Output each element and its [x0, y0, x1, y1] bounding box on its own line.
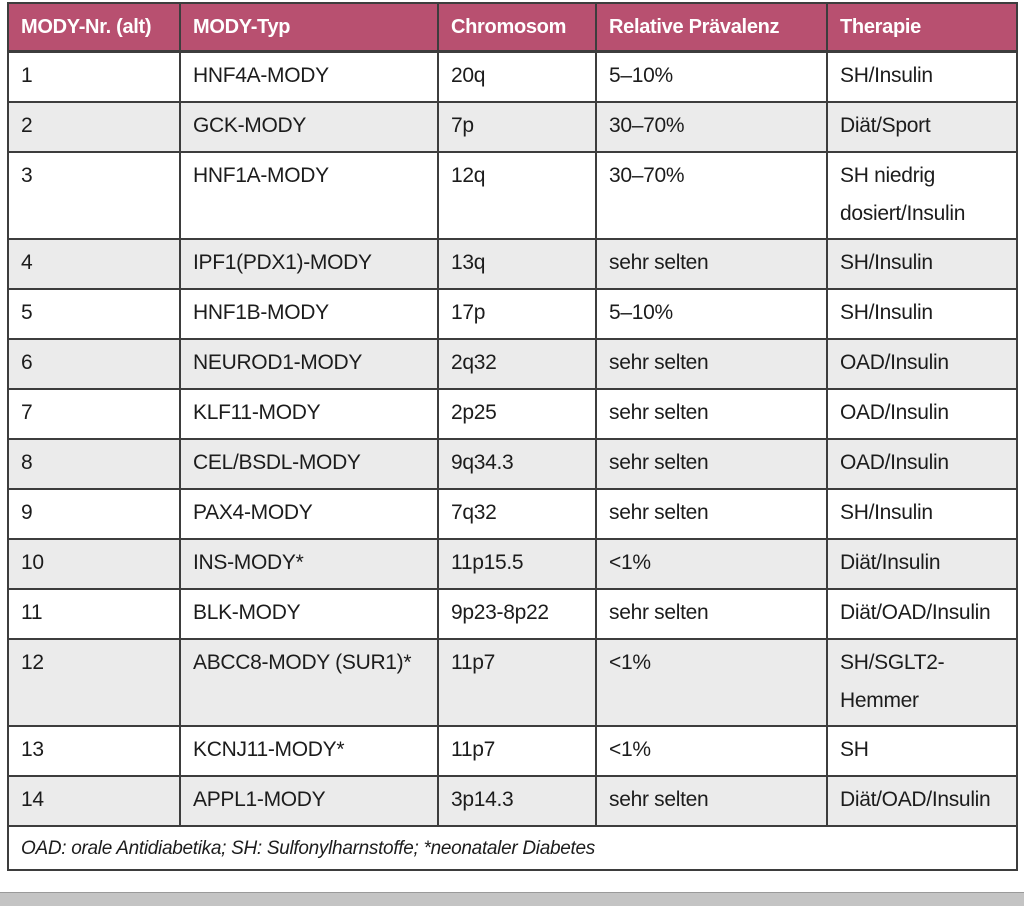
column-header-chromosom: Chromosom — [437, 2, 597, 53]
table-row: 4 IPF1(PDX1)-MODY 13q sehr selten SH/Insulin — [7, 237, 1018, 290]
cell-praevalenz: 30–70% — [595, 100, 828, 153]
cell-chromosom: 3p14.3 — [437, 774, 597, 827]
column-header-nr: MODY-Nr. (alt) — [7, 2, 181, 53]
table-row: 10 INS-MODY* 11p15.5 <1% Diät/Insulin — [7, 537, 1018, 590]
cell-nr: 8 — [7, 437, 181, 490]
cell-typ: PAX4-MODY — [179, 487, 439, 540]
cell-nr: 4 — [7, 237, 181, 290]
table-row: 6 NEUROD1-MODY 2q32 sehr selten OAD/Insulin — [7, 337, 1018, 390]
cell-praevalenz: sehr selten — [595, 437, 828, 490]
mody-table: MODY-Nr. (alt) MODY-Typ Chromosom Relative … — [7, 2, 1018, 871]
cell-therapie: SH/SGLT2- Hemmer — [826, 637, 1018, 727]
cell-therapie: SH/Insulin — [826, 50, 1018, 103]
cell-chromosom: 7q32 — [437, 487, 597, 540]
cell-typ: ABCC8-MODY (SUR1)* — [179, 637, 439, 727]
cell-praevalenz: 30–70% — [595, 150, 828, 240]
cell-typ: IPF1(PDX1)-MODY — [179, 237, 439, 290]
cell-praevalenz: 5–10% — [595, 50, 828, 103]
cell-typ: BLK-MODY — [179, 587, 439, 640]
table-row: 13 KCNJ11-MODY* 11p7 <1% SH — [7, 724, 1018, 777]
cell-nr: 1 — [7, 50, 181, 103]
cell-typ: APPL1-MODY — [179, 774, 439, 827]
cell-typ: KCNJ11-MODY* — [179, 724, 439, 777]
cell-chromosom: 11p7 — [437, 724, 597, 777]
cell-praevalenz: sehr selten — [595, 337, 828, 390]
cell-chromosom: 2p25 — [437, 387, 597, 440]
cell-typ: NEUROD1-MODY — [179, 337, 439, 390]
table-row: 8 CEL/BSDL-MODY 9q34.3 sehr selten OAD/Insul… — [7, 437, 1018, 490]
cell-therapie: Diät/OAD/Insulin — [826, 774, 1018, 827]
cell-therapie: OAD/Insulin — [826, 437, 1018, 490]
cell-typ: GCK-MODY — [179, 100, 439, 153]
footnote: OAD: orale Antidiabetika; SH: Sulfonylha… — [7, 824, 1018, 871]
cell-therapie: SH/Insulin — [826, 287, 1018, 340]
table-wrap: MODY-Nr. (alt) MODY-Typ Chromosom Relative … — [7, 2, 1018, 871]
cell-nr: 12 — [7, 637, 181, 727]
table-row: 11 BLK-MODY 9p23-8p22 sehr selten Diät/OAD/I… — [7, 587, 1018, 640]
table-row: 9 PAX4-MODY 7q32 sehr selten SH/Insulin — [7, 487, 1018, 540]
cell-chromosom: 11p7 — [437, 637, 597, 727]
table-body: 1 HNF4A-MODY 20q 5–10% SH/Insulin 2 GCK-MODY 7p… — [7, 50, 1018, 827]
cell-nr: 5 — [7, 287, 181, 340]
cell-nr: 11 — [7, 587, 181, 640]
cell-chromosom: 12q — [437, 150, 597, 240]
table-row: 14 APPL1-MODY 3p14.3 sehr selten Diät/OAD/In… — [7, 774, 1018, 827]
cell-typ: HNF1B-MODY — [179, 287, 439, 340]
cell-therapie: SH niedrig dosiert/Insulin — [826, 150, 1018, 240]
cell-typ: INS-MODY* — [179, 537, 439, 590]
cell-therapie: Diät/Insulin — [826, 537, 1018, 590]
footnote-row: OAD: orale Antidiabetika; SH: Sulfonylha… — [7, 824, 1018, 871]
cell-therapie: SH/Insulin — [826, 237, 1018, 290]
cell-nr: 9 — [7, 487, 181, 540]
table-row: 5 HNF1B-MODY 17p 5–10% SH/Insulin — [7, 287, 1018, 340]
cell-praevalenz: <1% — [595, 537, 828, 590]
cell-chromosom: 7p — [437, 100, 597, 153]
cell-praevalenz: <1% — [595, 637, 828, 727]
cell-therapie: Diät/Sport — [826, 100, 1018, 153]
cell-praevalenz: sehr selten — [595, 774, 828, 827]
cell-typ: HNF1A-MODY — [179, 150, 439, 240]
table-row: 12 ABCC8-MODY (SUR1)* 11p7 <1% SH/SGLT2- Hem… — [7, 637, 1018, 727]
cell-chromosom: 9p23-8p22 — [437, 587, 597, 640]
cell-nr: 10 — [7, 537, 181, 590]
column-header-therapie: Therapie — [826, 2, 1018, 53]
cell-therapie: SH/Insulin — [826, 487, 1018, 540]
cell-therapie: OAD/Insulin — [826, 337, 1018, 390]
table-row: 1 HNF4A-MODY 20q 5–10% SH/Insulin — [7, 50, 1018, 103]
page-background-strip — [0, 892, 1024, 906]
table-row: 7 KLF11-MODY 2p25 sehr selten OAD/Insulin — [7, 387, 1018, 440]
cell-praevalenz: 5–10% — [595, 287, 828, 340]
cell-praevalenz: sehr selten — [595, 237, 828, 290]
cell-chromosom: 11p15.5 — [437, 537, 597, 590]
cell-nr: 3 — [7, 150, 181, 240]
cell-chromosom: 13q — [437, 237, 597, 290]
column-header-typ: MODY-Typ — [179, 2, 439, 53]
cell-chromosom: 9q34.3 — [437, 437, 597, 490]
cell-nr: 2 — [7, 100, 181, 153]
cell-typ: HNF4A-MODY — [179, 50, 439, 103]
cell-chromosom: 20q — [437, 50, 597, 103]
cell-chromosom: 2q32 — [437, 337, 597, 390]
cell-praevalenz: sehr selten — [595, 387, 828, 440]
header-row: MODY-Nr. (alt) MODY-Typ Chromosom Relative … — [7, 2, 1018, 53]
cell-typ: KLF11-MODY — [179, 387, 439, 440]
cell-chromosom: 17p — [437, 287, 597, 340]
table-row: 2 GCK-MODY 7p 30–70% Diät/Sport — [7, 100, 1018, 153]
cell-nr: 14 — [7, 774, 181, 827]
table-row: 3 HNF1A-MODY 12q 30–70% SH niedrig dosiert/I… — [7, 150, 1018, 240]
cell-nr: 6 — [7, 337, 181, 390]
cell-therapie: SH — [826, 724, 1018, 777]
cell-therapie: Diät/OAD/Insulin — [826, 587, 1018, 640]
cell-praevalenz: sehr selten — [595, 587, 828, 640]
cell-nr: 7 — [7, 387, 181, 440]
cell-praevalenz: sehr selten — [595, 487, 828, 540]
cell-praevalenz: <1% — [595, 724, 828, 777]
cell-typ: CEL/BSDL-MODY — [179, 437, 439, 490]
cell-therapie: OAD/Insulin — [826, 387, 1018, 440]
column-header-praevalenz: Relative Prävalenz — [595, 2, 828, 53]
cell-nr: 13 — [7, 724, 181, 777]
